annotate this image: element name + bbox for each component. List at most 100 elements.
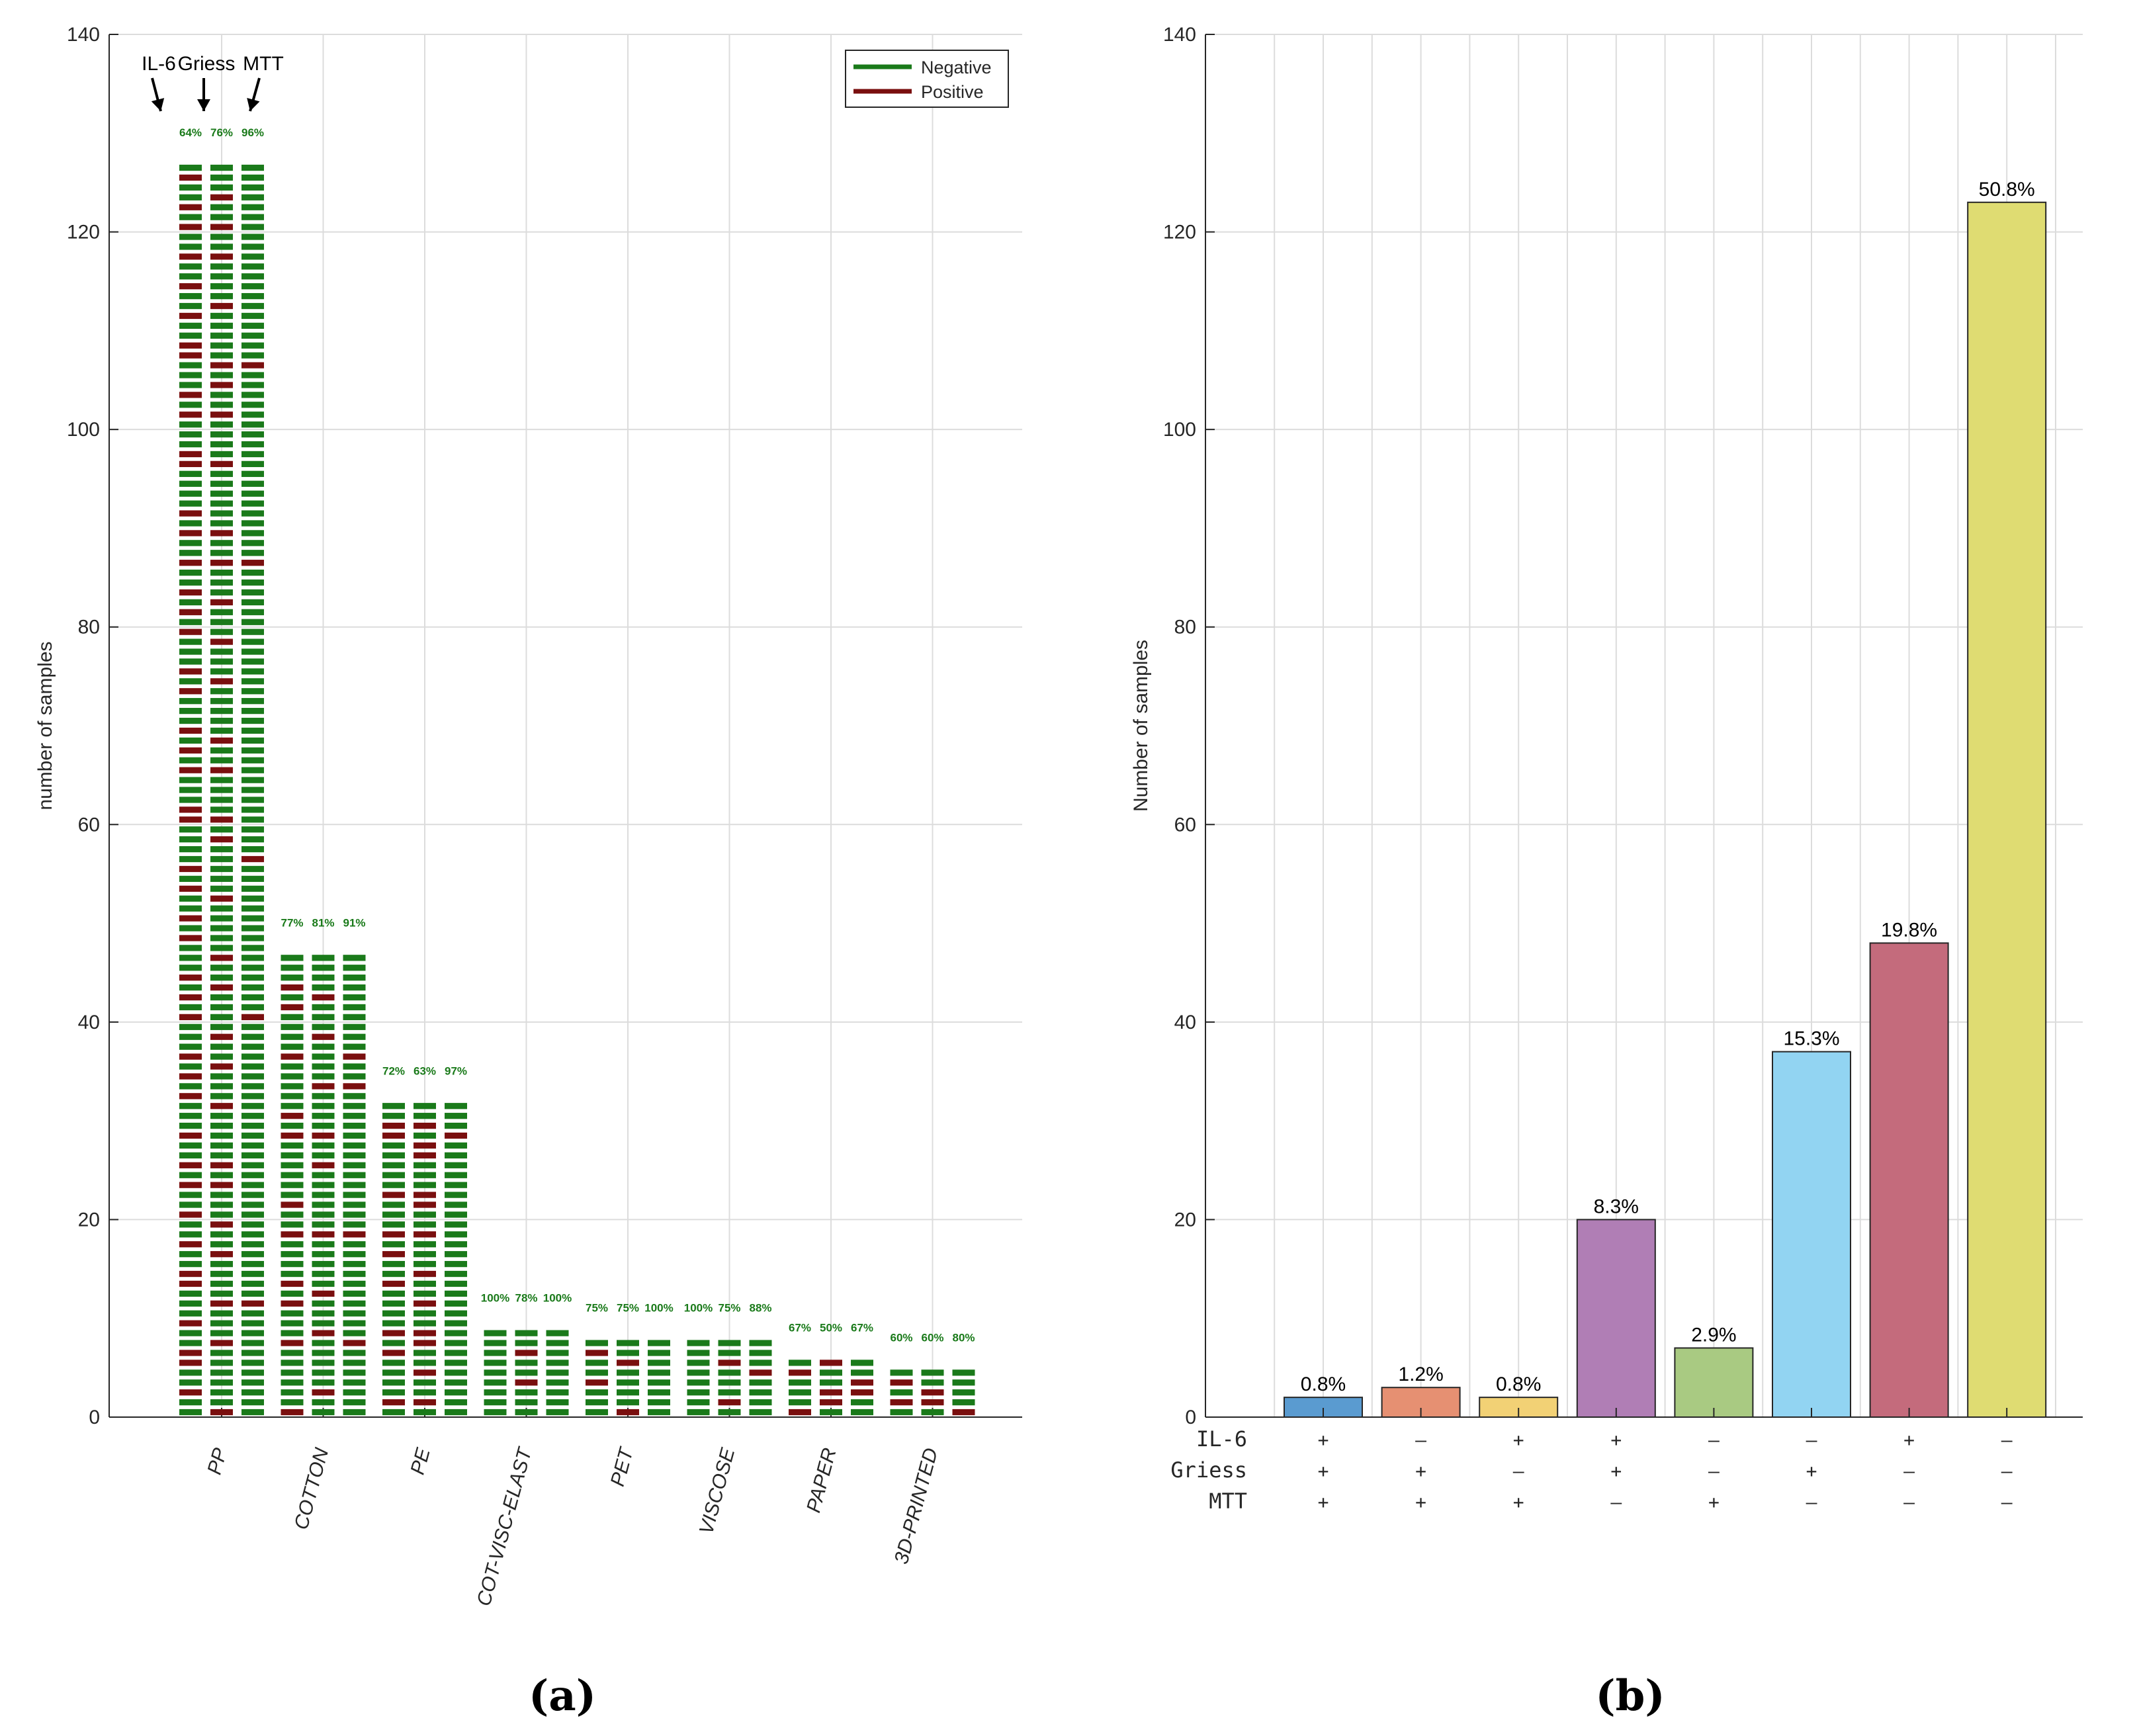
sample-negative xyxy=(586,1369,608,1376)
sample-positive xyxy=(210,638,233,645)
sample-negative xyxy=(179,1172,202,1178)
sample-negative xyxy=(210,1023,233,1030)
sample-negative xyxy=(210,520,233,527)
sample-positive xyxy=(179,560,202,566)
category-label: COTTON xyxy=(290,1446,333,1532)
sample-negative xyxy=(179,441,202,448)
sample-negative xyxy=(241,806,264,813)
sample-negative xyxy=(241,253,264,260)
sample-negative xyxy=(241,678,264,685)
sample-negative xyxy=(312,1221,335,1228)
sample-negative xyxy=(210,915,233,922)
y-tick-label: 120 xyxy=(1163,222,1196,243)
sample-negative xyxy=(617,1389,639,1396)
sample-negative xyxy=(312,1192,335,1198)
sample-negative xyxy=(241,688,264,695)
sample-negative xyxy=(241,638,264,645)
bar xyxy=(1674,1347,1754,1418)
sample-negative xyxy=(952,1379,975,1386)
sample-positive xyxy=(210,955,233,961)
sample-positive xyxy=(414,1192,436,1198)
sample-negative xyxy=(210,214,233,220)
sample-negative xyxy=(179,836,202,843)
sample-negative xyxy=(241,1004,264,1011)
sample-negative xyxy=(343,1043,366,1050)
sample-negative xyxy=(179,579,202,586)
sample-negative xyxy=(241,668,264,675)
sample-positive xyxy=(179,747,202,754)
sample-positive xyxy=(179,668,202,675)
sample-negative xyxy=(382,1241,405,1248)
sample-positive xyxy=(179,1053,202,1060)
combination-sign: + xyxy=(1806,1460,1817,1482)
sample-negative xyxy=(343,984,366,991)
percent-label: 67% xyxy=(789,1321,811,1334)
sample-negative xyxy=(179,1340,202,1346)
sample-negative xyxy=(312,965,335,971)
sample-negative xyxy=(210,1004,233,1011)
sample-negative xyxy=(312,1251,335,1258)
sample-negative xyxy=(281,1389,304,1396)
arrow-head-icon xyxy=(247,97,260,111)
sample-negative xyxy=(343,1122,366,1129)
sample-negative xyxy=(241,1369,264,1376)
sample-negative xyxy=(179,1023,202,1030)
combination-sign: – xyxy=(1806,1491,1817,1513)
sample-negative xyxy=(718,1369,741,1376)
sample-negative xyxy=(241,826,264,833)
sample-negative xyxy=(382,1211,405,1218)
sample-negative xyxy=(210,717,233,724)
sample-negative xyxy=(281,1270,304,1278)
sample-negative xyxy=(343,1103,366,1109)
sample-negative xyxy=(179,332,202,339)
sample-positive xyxy=(382,1280,405,1287)
sample-negative xyxy=(241,579,264,586)
sample-negative xyxy=(312,1379,335,1386)
sample-negative xyxy=(179,1221,202,1228)
sample-negative xyxy=(312,1023,335,1030)
sample-negative xyxy=(210,965,233,971)
sample-positive xyxy=(210,362,233,369)
sample-negative xyxy=(210,1320,233,1326)
sample-negative xyxy=(241,816,264,823)
sample-negative xyxy=(687,1409,710,1416)
sample-positive xyxy=(179,1320,202,1326)
sample-negative xyxy=(179,184,202,191)
sample-positive xyxy=(617,1409,639,1416)
sample-negative xyxy=(281,975,304,981)
combination-sign: + xyxy=(1318,1491,1329,1513)
combination-sign: – xyxy=(1415,1429,1426,1451)
sample-positive xyxy=(281,1053,304,1060)
sample-negative xyxy=(312,1152,335,1159)
sample-positive xyxy=(414,1201,436,1208)
sample-negative xyxy=(179,431,202,438)
sample-negative xyxy=(210,1360,233,1366)
sample-negative xyxy=(281,1350,304,1356)
category-label: VISCOSE xyxy=(695,1445,740,1536)
sample-negative xyxy=(343,1270,366,1278)
sample-negative xyxy=(617,1369,639,1376)
sample-negative xyxy=(179,234,202,240)
sample-negative xyxy=(241,727,264,734)
sample-negative xyxy=(952,1389,975,1396)
y-tick-label: 100 xyxy=(67,419,100,441)
bar-value-label: 19.8% xyxy=(1881,919,1937,941)
sample-negative xyxy=(648,1340,670,1346)
sample-negative xyxy=(210,806,233,813)
sample-negative xyxy=(281,1172,304,1178)
sample-negative xyxy=(179,1300,202,1307)
sample-negative xyxy=(687,1379,710,1386)
sample-negative xyxy=(312,1399,335,1406)
sample-negative xyxy=(281,1182,304,1188)
sample-positive xyxy=(281,1113,304,1119)
sample-negative xyxy=(343,1162,366,1168)
sample-negative xyxy=(210,421,233,428)
sample-negative xyxy=(749,1409,772,1416)
sample-positive xyxy=(414,1231,436,1238)
sample-positive xyxy=(179,1360,202,1366)
sample-negative xyxy=(210,174,233,181)
sample-negative xyxy=(241,273,264,280)
sample-negative xyxy=(241,1103,264,1109)
sample-negative xyxy=(179,846,202,853)
